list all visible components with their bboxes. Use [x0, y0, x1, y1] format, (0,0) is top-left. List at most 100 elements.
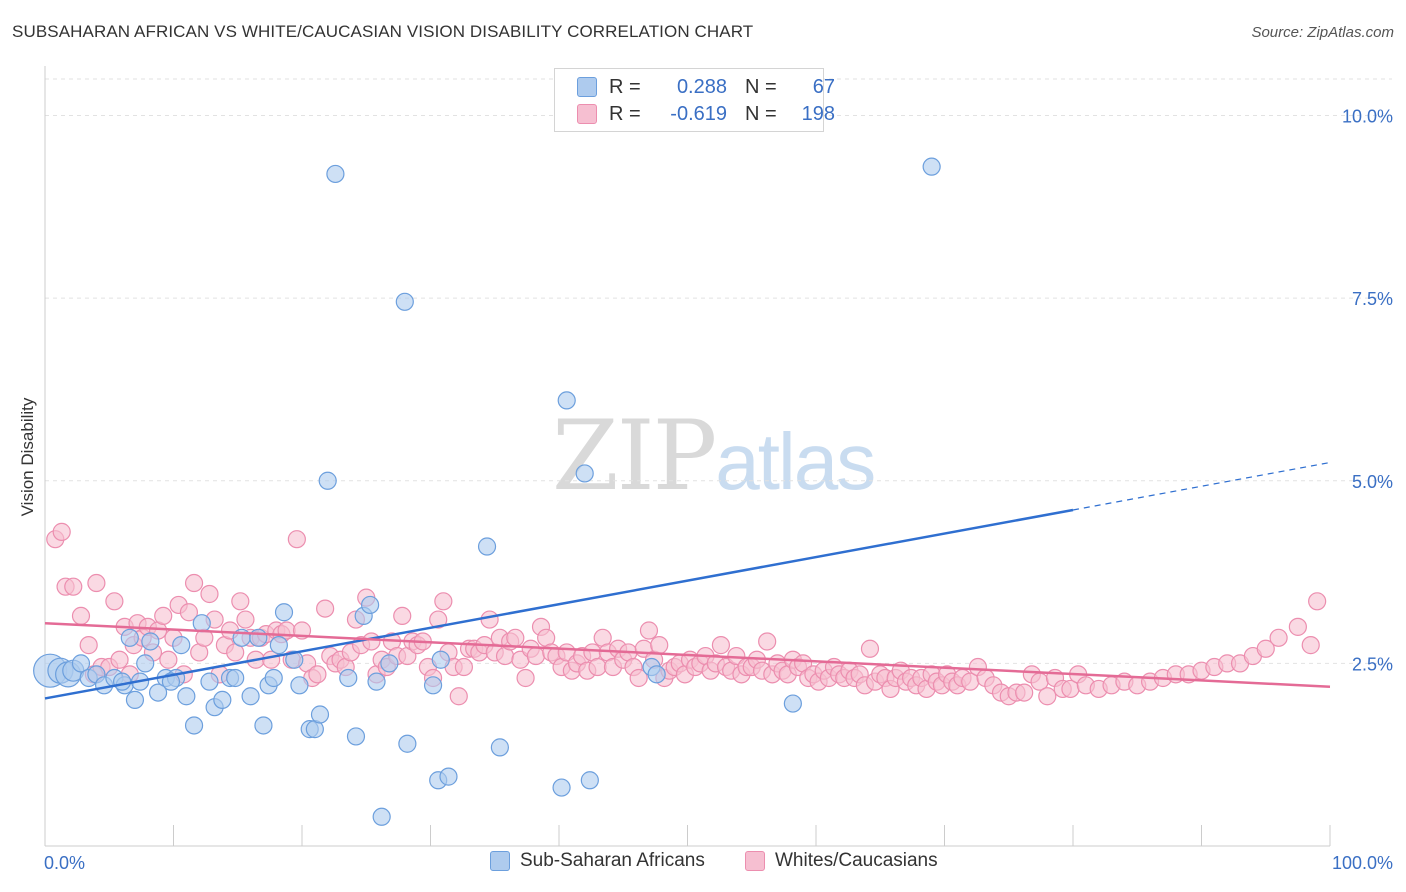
legend-n-value: 67 [812, 75, 835, 98]
blue-point [184, 716, 204, 735]
pink-point [639, 621, 659, 640]
pink-point [516, 668, 535, 688]
bottom-legend-label: Sub-Saharan Africans [520, 850, 705, 871]
blue-point [367, 672, 386, 691]
pink-point [650, 636, 669, 655]
pink-point [526, 646, 545, 666]
blue-point [200, 672, 219, 691]
bottom-legend-pink: Whites/Caucasians [745, 850, 938, 872]
bottom-legend-label: Whites/Caucasians [775, 850, 938, 871]
blue-point [490, 738, 509, 757]
y-tick-label: 10.0% [1342, 107, 1393, 127]
blue-point [922, 157, 941, 176]
pink-point [480, 610, 499, 629]
watermark: ZIPatlas [552, 400, 876, 512]
blue-point [557, 391, 576, 410]
legend-n-label: N = [745, 75, 777, 98]
blue-point [249, 628, 268, 647]
pink-point [434, 592, 453, 611]
pink-point [506, 628, 525, 647]
blue-point [290, 676, 309, 695]
blue-point [423, 676, 443, 695]
y-axis-label: Vision Disability [18, 397, 37, 516]
blue-point [439, 767, 458, 786]
blue-point [125, 690, 145, 710]
blue-point [148, 683, 168, 702]
pink-point [71, 606, 91, 626]
bottom-legend-swatch-pink [745, 851, 765, 871]
pink-point [629, 668, 648, 688]
pink-point [159, 650, 178, 669]
pink-point [362, 632, 381, 651]
legend-swatch-blue [577, 77, 597, 97]
pink-point [316, 599, 335, 618]
pink-point [52, 522, 71, 541]
pink-point [231, 592, 250, 611]
blue-point [120, 628, 139, 647]
pink-point [236, 610, 255, 629]
pink-point [449, 687, 468, 706]
legend-r-label: R = [609, 102, 641, 125]
pink-point [1015, 683, 1034, 702]
blue-point [285, 650, 304, 669]
pink-point [184, 573, 204, 593]
watermark-atlas: atlas [715, 417, 876, 506]
blue-point [783, 694, 802, 713]
x-tick-label: 100.0% [1332, 853, 1393, 873]
pink-point [429, 610, 448, 629]
blue-point [326, 164, 345, 184]
blue-point [552, 778, 571, 797]
blue-point [380, 654, 399, 673]
blue-point [431, 650, 450, 669]
pink-point [87, 573, 106, 593]
legend-n-value: 198 [801, 102, 835, 125]
pink-point [1038, 687, 1057, 706]
pink-point [588, 657, 607, 677]
x-tick-label: 0.0% [44, 853, 85, 873]
pink-point [110, 650, 129, 669]
blue-point [339, 668, 358, 688]
pink-point [454, 657, 474, 677]
blue-point [398, 734, 417, 753]
blue-point [395, 292, 414, 311]
blue-point [213, 690, 232, 710]
y-tick-label: 5.0% [1352, 472, 1393, 492]
blue-point [372, 807, 391, 826]
blue-trend-extension [1072, 461, 1331, 511]
blue-point [310, 705, 330, 724]
pink-point [287, 530, 306, 549]
blue-point [264, 668, 283, 688]
pink-point [308, 665, 327, 684]
blue-point [580, 771, 599, 790]
bottom-legend-swatch-blue [490, 851, 510, 871]
pink-point [154, 606, 173, 626]
blue-point [647, 665, 666, 684]
pink-point [200, 584, 219, 604]
pink-point [758, 632, 777, 651]
pink-point [79, 636, 98, 655]
blue-point [226, 668, 245, 688]
pink-point [64, 577, 83, 596]
legend-n-label: N = [745, 102, 777, 125]
pink-point [1301, 636, 1320, 655]
y-tick-label: 7.5% [1352, 289, 1393, 309]
blue-point [136, 654, 155, 673]
blue-point [269, 636, 288, 655]
blue-point [575, 464, 594, 483]
legend-swatch-pink [577, 104, 597, 124]
pink-point [1269, 628, 1288, 647]
blue-trend-line [44, 508, 1074, 700]
pink-point [1308, 592, 1327, 611]
blue-point [192, 614, 211, 633]
pink-point [1256, 639, 1275, 658]
blue-point [71, 654, 91, 673]
chart-title: SUBSAHARAN AFRICAN VS WHITE/CAUCASIAN VI… [12, 22, 754, 41]
legend-row-blue: R = 0.288 N = 67 [577, 75, 835, 99]
pink-trend-line [44, 621, 1331, 689]
legend-r-value: -0.619 [670, 102, 727, 125]
blue-point [477, 537, 497, 556]
correlation-legend: R = 0.288 N = 67 R = -0.619 N = 198 [554, 68, 835, 132]
chart-source: Source: ZipAtlas.com [1251, 24, 1394, 41]
pink-point [860, 639, 880, 658]
blue-point [361, 595, 380, 615]
